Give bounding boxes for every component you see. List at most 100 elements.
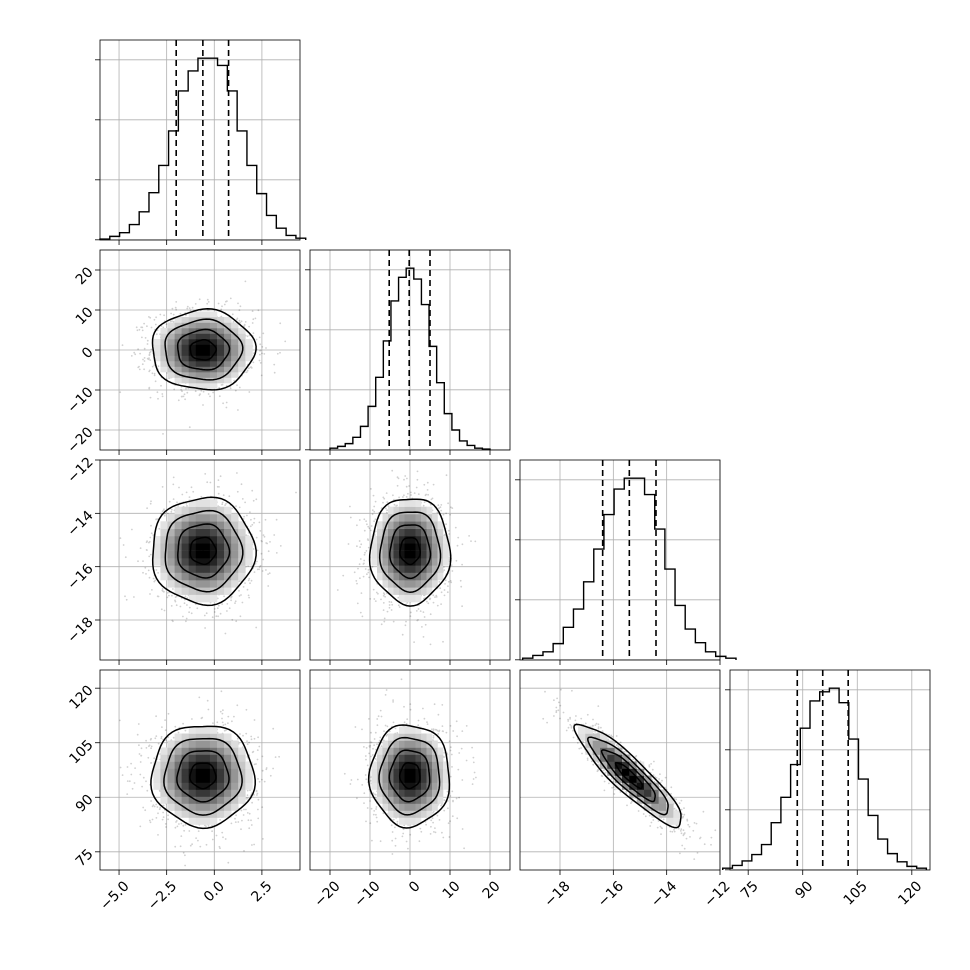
density-cell [238, 521, 246, 529]
scatter-point [257, 309, 260, 312]
scatter-point [275, 552, 278, 554]
density-cell [195, 594, 204, 603]
scatter-point [388, 601, 391, 603]
density-cell [209, 528, 218, 537]
density-cell [202, 317, 211, 323]
scatter-point [373, 505, 376, 508]
density-cell [231, 328, 239, 334]
scatter-point [133, 351, 136, 354]
density-cell [153, 344, 161, 351]
scatter-point [365, 550, 368, 552]
density-cell [404, 572, 411, 581]
scatter-point [155, 333, 158, 336]
scatter-point [262, 332, 265, 335]
scatter-point [221, 383, 224, 386]
scatter-point [206, 298, 209, 301]
density-cell [415, 572, 422, 581]
density-cell [238, 361, 246, 367]
scatter-point [244, 280, 247, 283]
scatter-point [423, 483, 426, 486]
scatter-point [241, 601, 244, 604]
scatter-point [387, 505, 390, 507]
density-cell [238, 528, 246, 537]
scatter-point [253, 517, 256, 520]
density-cell [217, 377, 225, 384]
scatter-point [273, 534, 276, 536]
density-cell [404, 550, 411, 559]
contour-line-1 [389, 524, 432, 580]
density-cell [160, 350, 168, 356]
histogram-1 [329, 267, 491, 450]
scatter-point [360, 543, 363, 546]
scatter-point [217, 615, 220, 618]
scatter-point [410, 491, 412, 494]
density-cell [217, 580, 225, 588]
density-cell [224, 521, 232, 529]
scatter-point [148, 353, 151, 356]
scatter-point [366, 523, 368, 526]
density-cell [202, 350, 211, 356]
density-cell [195, 550, 204, 559]
scatter-point [359, 577, 361, 580]
density-cell [245, 543, 253, 551]
scatter-point [154, 737, 157, 740]
scatter-point [398, 496, 400, 499]
density-cell [174, 366, 182, 373]
density-cell [238, 344, 246, 351]
scatter-point [244, 501, 247, 504]
density-cell [410, 536, 416, 544]
density-cell [393, 528, 400, 537]
scatter-point [205, 612, 208, 615]
scatter-point [148, 540, 151, 543]
scatter-point [380, 623, 383, 626]
scatter-point [174, 600, 177, 603]
density-cell [224, 572, 232, 581]
density-cell [231, 536, 239, 544]
scatter-point [147, 358, 150, 361]
scatter-point [161, 510, 164, 513]
density-cell [181, 587, 189, 595]
density-cell [209, 372, 218, 378]
scatter-point [175, 308, 178, 311]
density-cell [432, 565, 438, 573]
density-cell [174, 536, 182, 544]
scatter-point [243, 850, 245, 852]
scatter-point [445, 523, 447, 526]
scatter-point [261, 540, 263, 543]
scatter-point [460, 585, 463, 588]
scatter-point [229, 297, 232, 300]
scatter-point [172, 588, 174, 590]
scatter-point [449, 580, 452, 582]
scatter-point [447, 529, 450, 532]
density-cell [181, 361, 189, 367]
density-cell [188, 565, 197, 573]
density-cell [224, 317, 232, 323]
scatter-point [151, 589, 153, 591]
scatter-point [383, 620, 386, 623]
scatter-point [218, 486, 220, 488]
scatter-point [261, 352, 263, 355]
scatter-point [138, 368, 141, 371]
scatter-point [189, 309, 192, 312]
density-cell [393, 543, 400, 551]
scatter-point [234, 389, 237, 392]
density-cell [188, 377, 197, 384]
scatter-point [249, 582, 251, 585]
scatter-point [226, 610, 228, 612]
scatter-point [445, 474, 448, 477]
scatter-point [406, 477, 408, 480]
density-cell [188, 317, 197, 323]
scatter-point [148, 351, 151, 354]
density-cell [217, 521, 225, 529]
hist-panel-0 [95, 39, 307, 245]
density-cell [188, 383, 197, 389]
density-cell [224, 580, 232, 588]
scatter-point [371, 509, 374, 512]
scatter-point [356, 582, 358, 585]
scatter-point [185, 502, 188, 505]
scatter-point [190, 486, 193, 489]
density-cell [202, 514, 211, 522]
scatter-point [259, 362, 262, 364]
scatter-point [468, 535, 470, 537]
density-cell [377, 572, 383, 581]
